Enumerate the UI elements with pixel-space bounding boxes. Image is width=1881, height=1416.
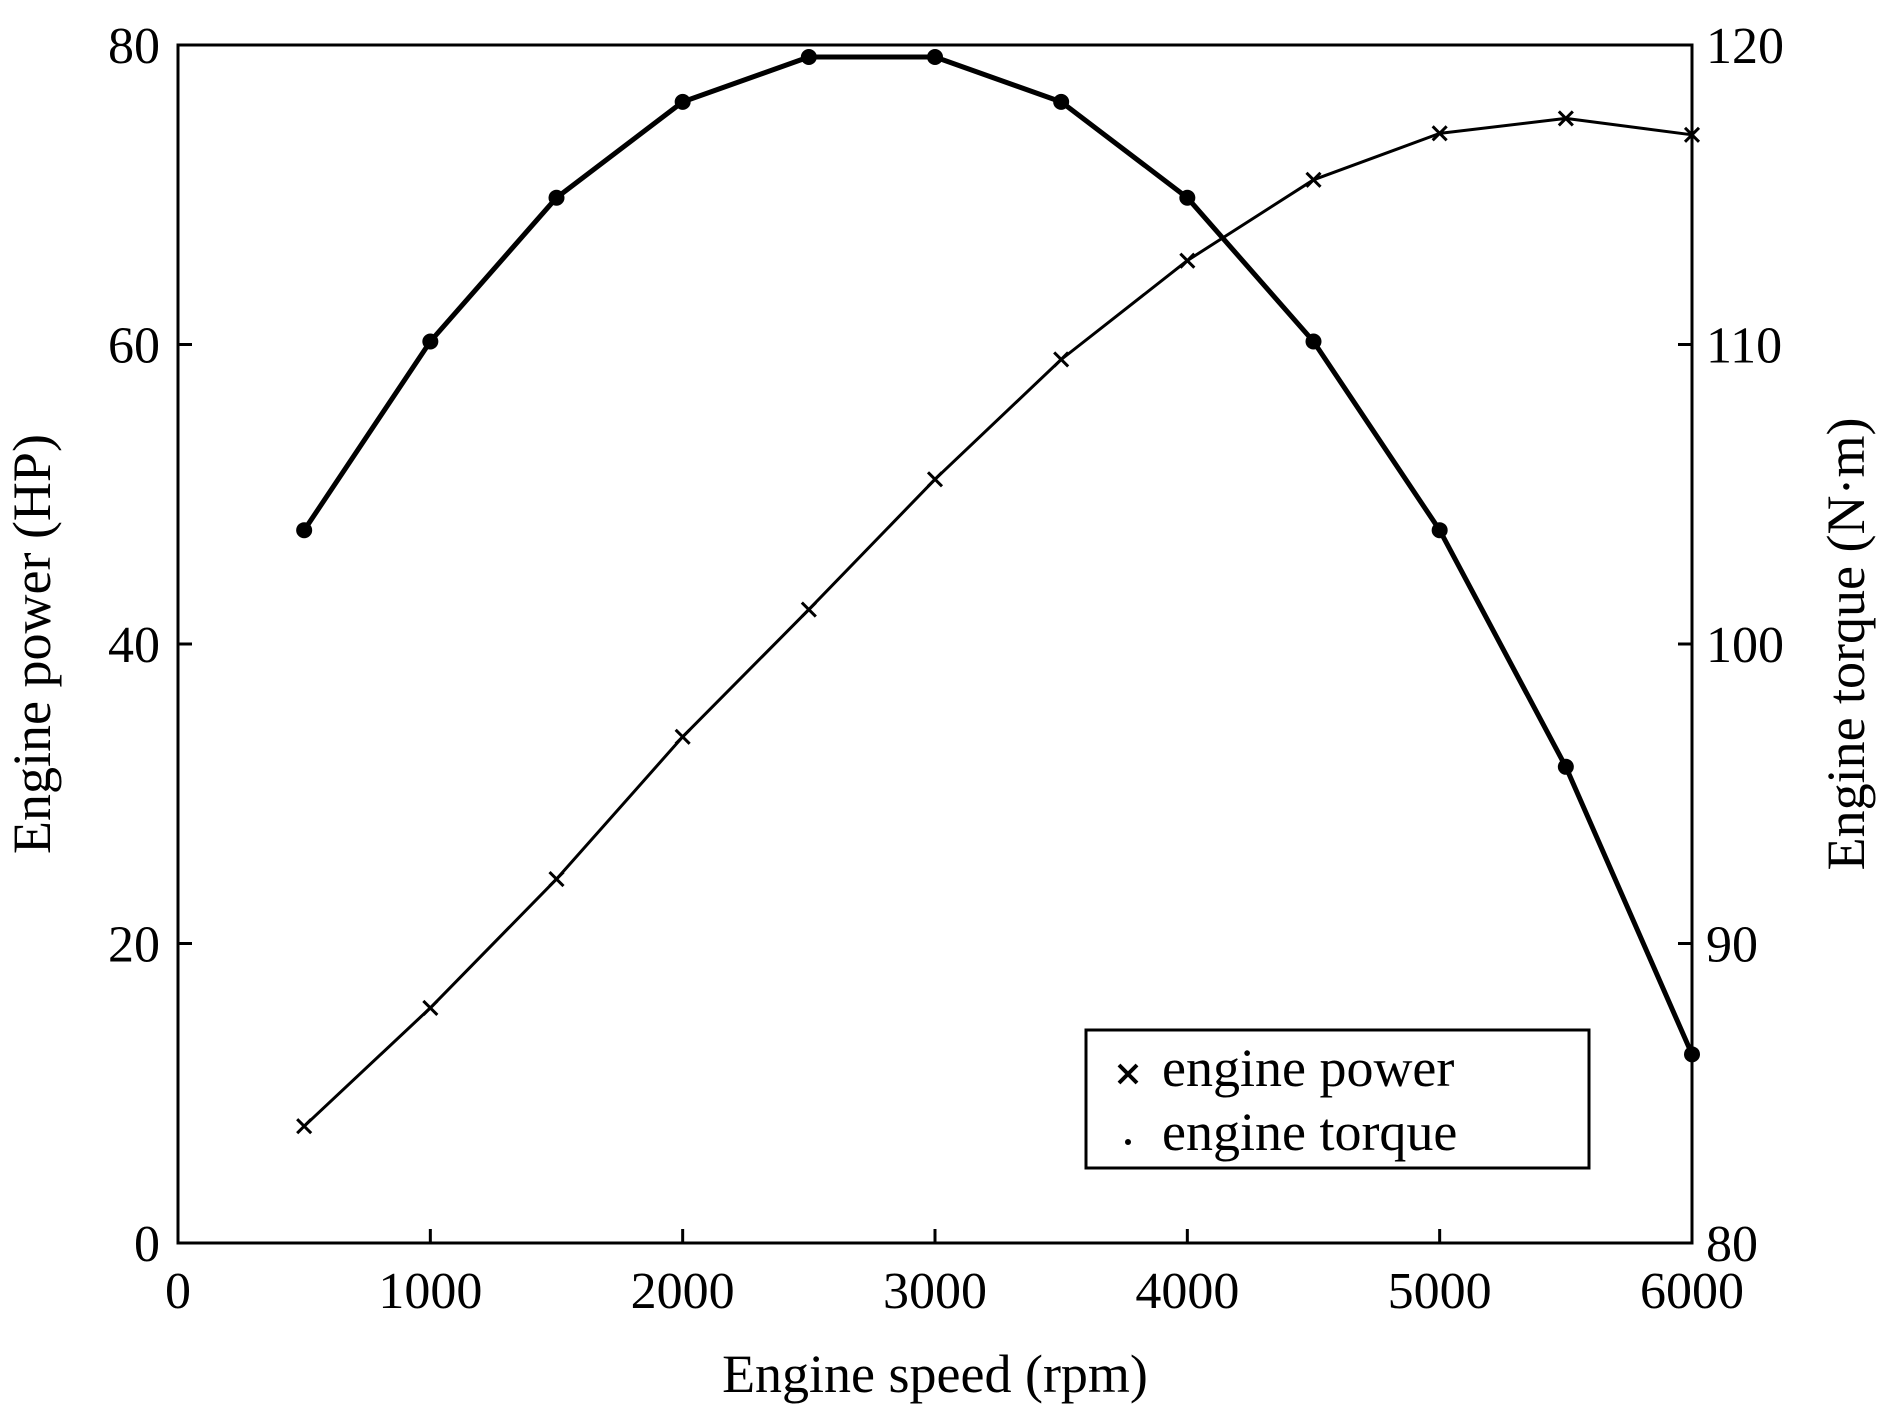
y2-tick-label: 80 (1706, 1216, 1758, 1273)
data-point (1431, 125, 1448, 142)
data-point (1053, 351, 1070, 368)
y2-tick-label: 90 (1706, 917, 1758, 974)
x-axis: 0 1000 2000 3000 4000 5000 6000 (165, 1229, 1744, 1320)
y-axis-right: 80 90 100 110 120 (1678, 18, 1784, 1273)
data-point (1179, 189, 1196, 206)
x-tick-label: 6000 (1640, 1263, 1744, 1320)
x-tick-label: 0 (165, 1263, 191, 1320)
series-engine-torque (296, 48, 1700, 1063)
y-tick-label: 20 (108, 917, 160, 974)
data-point (1684, 1046, 1700, 1063)
data-point (674, 728, 691, 745)
data-point (1305, 171, 1322, 188)
data-point (1557, 110, 1574, 127)
y-tick-label: 0 (134, 1216, 160, 1273)
y-axis-left-title: Engine power (HP) (2, 434, 62, 854)
data-point (1683, 126, 1701, 143)
y-axis-left: 0 20 40 60 80 (108, 18, 192, 1273)
y-tick-label: 40 (108, 617, 160, 674)
data-point (1557, 758, 1574, 775)
data-point (1179, 252, 1196, 269)
data-point (1431, 522, 1448, 539)
data-point (422, 333, 439, 350)
series-engine-power (296, 110, 1701, 1135)
y-tick-label: 60 (108, 318, 160, 375)
legend-item: engine power (1117, 1038, 1454, 1098)
data-point (1305, 333, 1322, 350)
x-tick-label: 1000 (378, 1263, 482, 1320)
y-tick-label: 80 (108, 18, 160, 75)
data-point (548, 871, 565, 888)
series-layer (296, 48, 1701, 1135)
y-axis-right-title: Engine torque (N·m) (1816, 418, 1876, 871)
legend-label: engine power (1162, 1038, 1454, 1098)
x-tick-label: 4000 (1135, 1263, 1239, 1320)
series-line (302, 54, 1695, 1056)
series-line (303, 116, 1693, 1128)
legend-marker-dot (1125, 1139, 1131, 1145)
data-point (548, 189, 565, 206)
data-point (674, 93, 691, 110)
data-point (1053, 93, 1070, 110)
data-point (296, 1118, 313, 1135)
data-point (926, 471, 944, 488)
legend-item: engine torque (1125, 1102, 1457, 1162)
x-tick-label: 5000 (1388, 1263, 1492, 1320)
x-axis-title: Engine speed (rpm) (722, 1344, 1148, 1404)
y2-tick-label: 120 (1706, 18, 1784, 75)
y2-tick-label: 110 (1706, 318, 1782, 375)
x-tick-label: 2000 (631, 1263, 735, 1320)
data-point (422, 999, 439, 1016)
data-point (296, 522, 313, 539)
y2-tick-label: 100 (1706, 617, 1784, 674)
data-point (800, 601, 817, 618)
data-point (800, 48, 817, 65)
legend-marker-x (1117, 1063, 1139, 1085)
data-point (927, 48, 943, 65)
legend-label: engine torque (1162, 1102, 1457, 1162)
x-tick-label: 3000 (883, 1263, 987, 1320)
legend-box (1084, 1028, 1591, 1170)
